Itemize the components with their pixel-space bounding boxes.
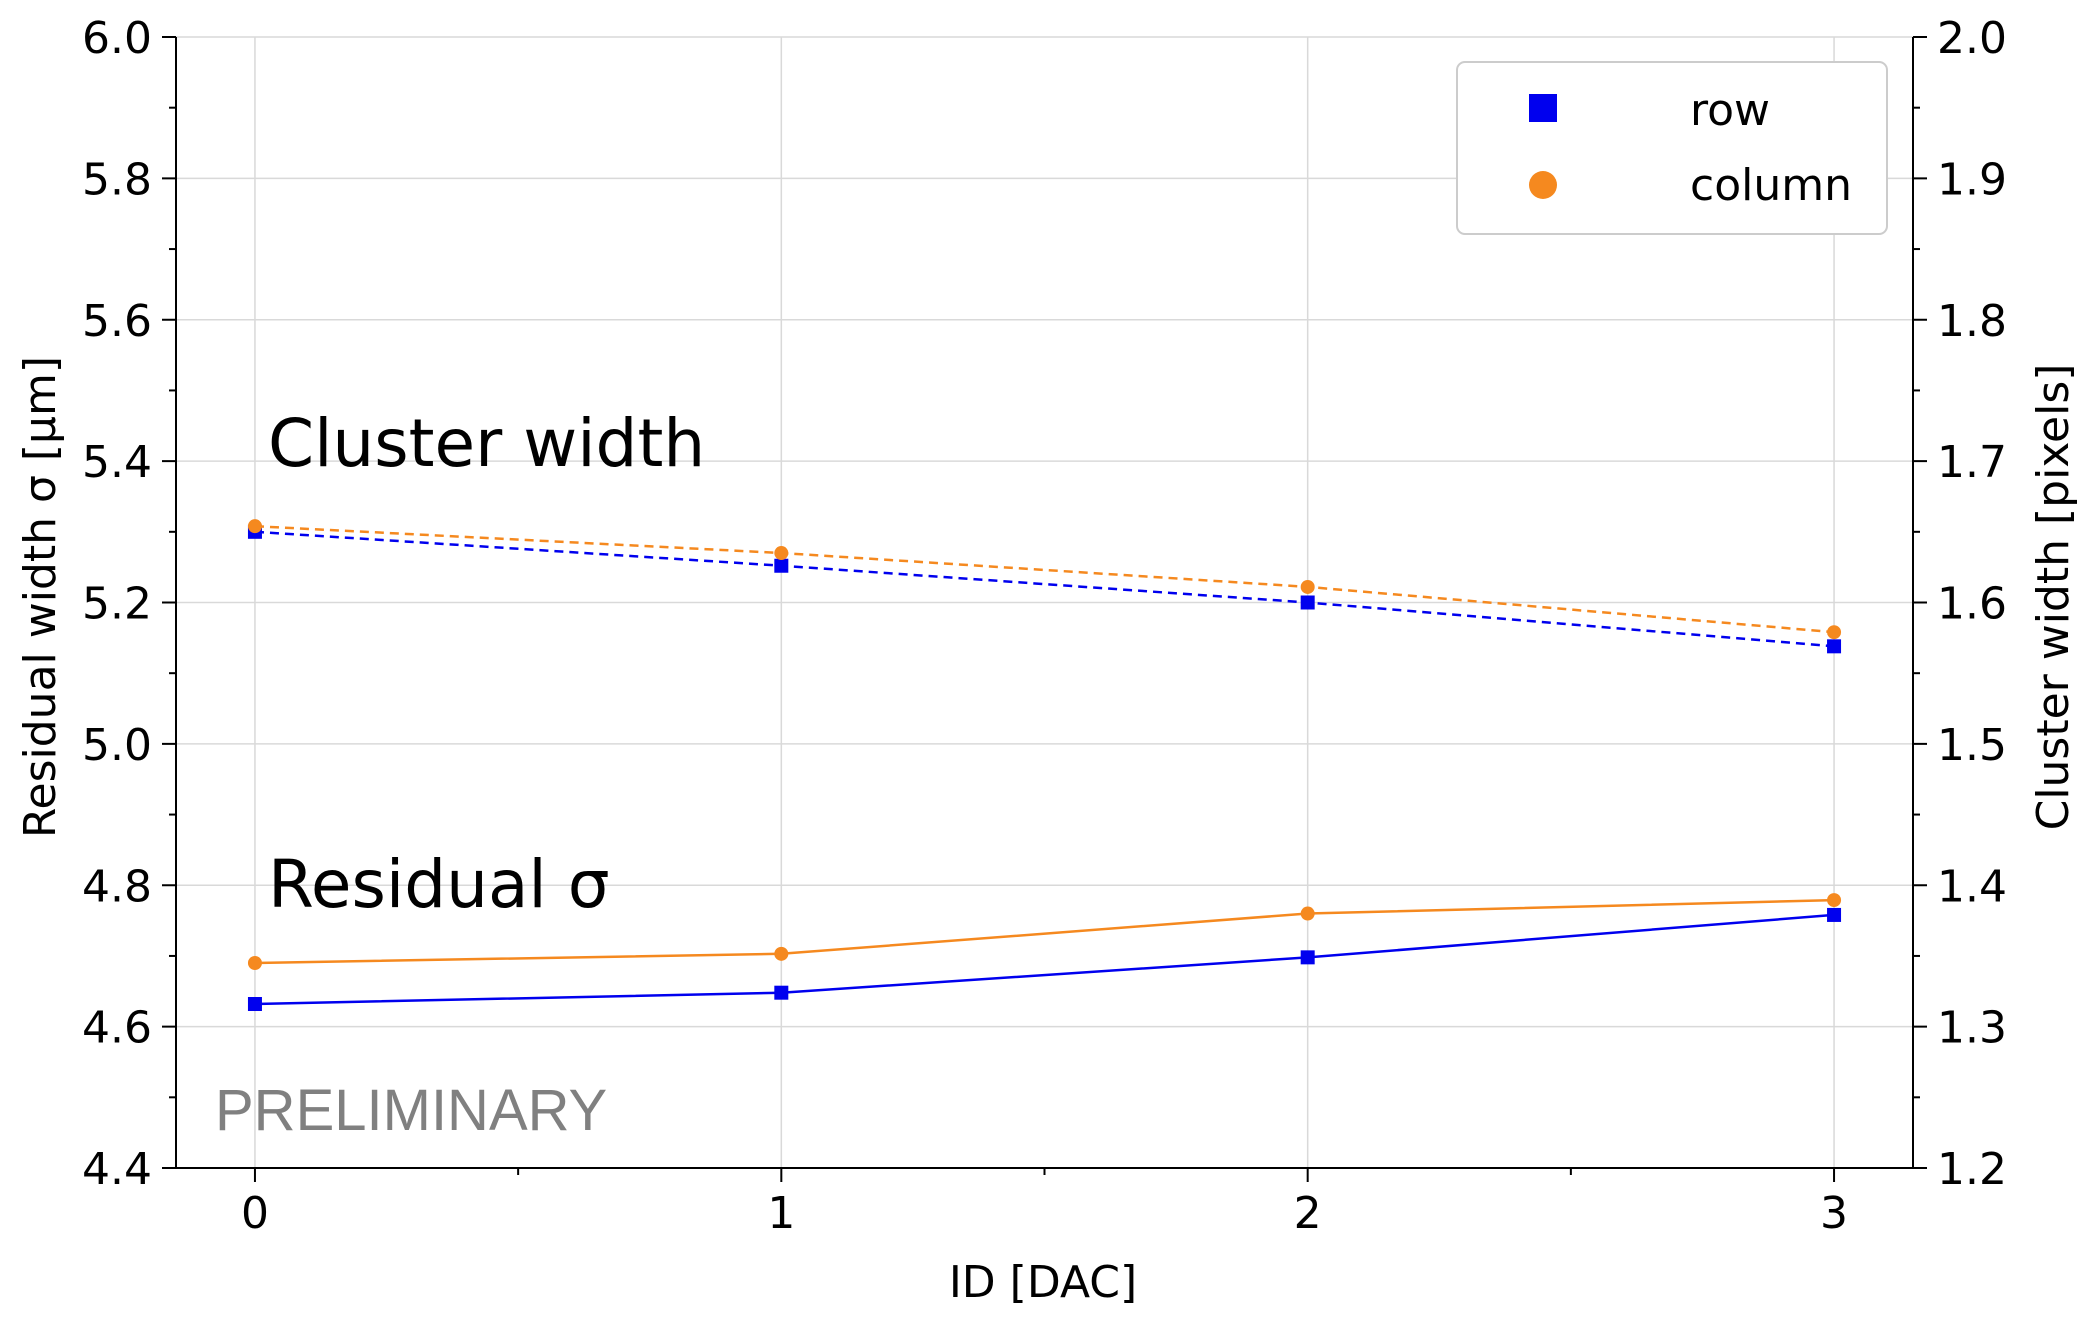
y2-tick-label-0: 1.2 (1937, 1144, 2007, 1195)
residual-sigma-column-point-3 (1827, 893, 1842, 908)
y-tick-label-1: 4.6 (82, 1003, 152, 1054)
cluster-width-row-point-3 (1827, 639, 1842, 654)
y2-axis-title: Cluster width [pixels] (2028, 364, 2079, 831)
y-tick-label-3: 5.0 (82, 720, 152, 771)
x-axis-title: ID [DAC] (949, 1257, 1137, 1308)
residual-sigma-row-point-3 (1827, 907, 1842, 922)
y2-tick-label-4: 1.6 (1937, 579, 2007, 630)
y-tick-label-6: 5.6 (82, 296, 152, 347)
legend-row-marker (1529, 94, 1557, 122)
residual-sigma-column-point-1 (774, 946, 789, 961)
series (247, 519, 1842, 1012)
y-axis-title: Residual width σ [μm] (15, 356, 66, 838)
cluster-width-column-point-1 (774, 546, 789, 561)
cluster-width-row-line (254, 530, 1835, 648)
y-tick-label-8: 6.0 (82, 13, 152, 64)
x-tick-label-3: 3 (1820, 1188, 1848, 1239)
residual-sigma-row-point-0 (247, 997, 262, 1012)
residual-sigma-annotation: Residual σ (268, 846, 610, 923)
residual-sigma-column-point-2 (1300, 906, 1315, 921)
legend-row-label: row (1690, 85, 1770, 136)
legend-column-marker (1529, 171, 1557, 199)
x-tick-label-2: 2 (1294, 1188, 1322, 1239)
residual-sigma-row-point-1 (774, 985, 789, 1000)
y2-tick-label-2: 1.4 (1937, 861, 2007, 912)
y2-tick-label-6: 1.8 (1937, 296, 2007, 347)
cluster-width-column-point-0 (247, 519, 262, 534)
y2-tick-label-3: 1.5 (1937, 720, 2007, 771)
x-tick-label-1: 1 (767, 1188, 795, 1239)
grid (176, 36, 1913, 1169)
residual-sigma-row-line (254, 913, 1835, 1006)
residual-sigma-row-point-2 (1300, 950, 1315, 965)
y-tick-label-5: 5.4 (82, 437, 152, 488)
legend-column-label: column (1690, 160, 1852, 211)
y2-tick-label-1: 1.3 (1937, 1003, 2007, 1054)
cluster-width-row-point-2 (1300, 595, 1315, 610)
x-tick-label-0: 0 (241, 1188, 269, 1239)
y-tick-label-2: 4.8 (82, 861, 152, 912)
cluster-width-column-line (254, 524, 1835, 634)
y-tick-label-0: 4.4 (82, 1144, 152, 1195)
axes: 4.4 4.6 4.8 5.0 5.2 5.4 5.6 5.8 6.0 1.2 1.3 1.4 1.5 1… (82, 13, 2007, 1239)
cluster-width-column-point-3 (1827, 625, 1842, 640)
y2-tick-label-8: 2.0 (1937, 13, 2007, 64)
y2-tick-label-5: 1.7 (1937, 437, 2007, 488)
cluster-width-row-point-1 (774, 558, 789, 573)
y-tick-label-7: 5.8 (82, 154, 152, 205)
legend: row column (1456, 61, 1888, 235)
legend-box (1456, 61, 1888, 235)
cluster-width-annotation: Cluster width (268, 405, 705, 482)
residual-sigma-column-line (254, 898, 1835, 965)
residual-sigma-column-point-0 (247, 956, 262, 971)
cluster-width-column-point-2 (1300, 579, 1315, 594)
preliminary-watermark: PRELIMINARY (215, 1078, 607, 1143)
y-tick-label-4: 5.2 (82, 579, 152, 630)
y2-tick-label-7: 1.9 (1937, 154, 2007, 205)
